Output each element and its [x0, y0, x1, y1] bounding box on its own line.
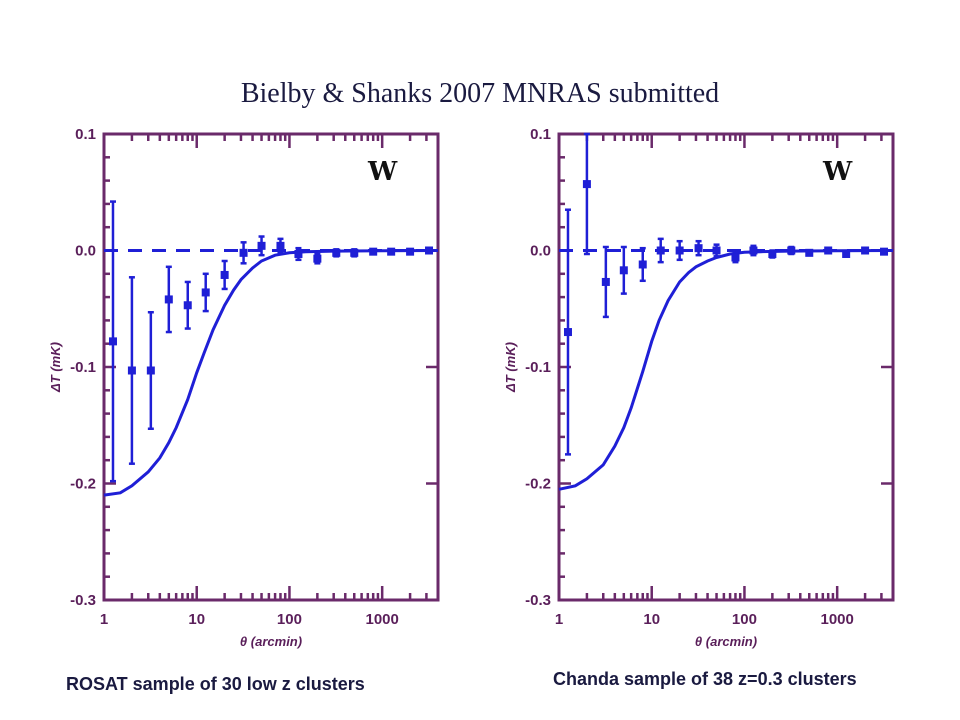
chandra-data-point: [563, 328, 572, 337]
chandra-data-point: [861, 246, 870, 255]
chandra-data-point: [880, 247, 889, 256]
chandra-plot-frame: [557, 132, 895, 602]
rosat-xtick-label: 100: [277, 611, 302, 628]
rosat-data-point: [127, 366, 136, 375]
chandra-ytick-label: 0.0: [530, 243, 551, 260]
chandra-xtick-label: 100: [732, 611, 757, 628]
chandra-xtick-label: 1000: [820, 611, 853, 628]
rosat-data-point: [425, 246, 434, 255]
rosat-data-point: [332, 248, 341, 257]
chandra-data-point: [824, 246, 833, 255]
chandra-data-point: [619, 266, 628, 275]
chandra-data-point: [694, 244, 703, 253]
chandra-ytick-label: -0.3: [525, 592, 551, 609]
chandra-panel-symbol: W: [822, 157, 853, 187]
chandra-data-point: [601, 277, 610, 286]
rosat-data-point: [350, 248, 359, 257]
rosat-panel-symbol: W: [367, 157, 398, 187]
chandra-data-point: [749, 246, 758, 255]
slide-title: Bielby & Shanks 2007 MNRAS submitted: [240, 78, 720, 109]
rosat-ytick-label: -0.3: [70, 592, 96, 609]
rosat-data-point: [239, 248, 248, 257]
rosat-ytick-label: 0.1: [75, 126, 96, 143]
rosat-data-point: [220, 270, 229, 279]
rosat-data-point: [201, 288, 210, 297]
rosat-xtick-label: 1000: [365, 611, 398, 628]
rosat-data-point: [313, 254, 322, 263]
rosat-data-point: [276, 241, 285, 250]
chandra-data-point: [712, 246, 721, 255]
rosat-xtick-label: 10: [188, 611, 205, 628]
chandra-data-point: [787, 246, 796, 255]
chandra-xlabel: θ (arcmin): [695, 634, 757, 649]
chandra-xtick-label: 10: [643, 611, 660, 628]
rosat-xlabel: θ (arcmin): [240, 634, 302, 649]
chandra-data-point: [842, 249, 851, 258]
caption-rosat: ROSAT sample of 30 low z clusters: [66, 674, 365, 694]
rosat-xtick-label: 1: [100, 611, 108, 628]
chandra-data-point: [805, 248, 814, 257]
rosat-data-point: [108, 337, 117, 346]
chandra-model-curve: [558, 249, 894, 491]
rosat-ytick-label: 0.0: [75, 243, 96, 260]
chandra-data-point: [582, 180, 591, 189]
chandra-data-point: [675, 246, 684, 255]
rosat-data-point: [369, 247, 378, 256]
chandra-data-point: [638, 260, 647, 269]
chandra-ytick-label: -0.1: [525, 359, 551, 376]
chandra-ytick-label: 0.1: [530, 126, 551, 143]
chandra-ylabel: ΔT (mK): [503, 342, 518, 393]
chandra-data-point: [768, 249, 777, 258]
rosat-data-point: [406, 247, 415, 256]
rosat-data-point: [164, 295, 173, 304]
rosat-ytick-label: -0.2: [70, 476, 96, 493]
rosat-data-point: [183, 301, 192, 310]
chandra-xtick-label: 1: [555, 611, 563, 628]
caption-chandra: Chanda sample of 38 z=0.3 clusters: [553, 669, 857, 689]
rosat-data-point: [146, 366, 155, 375]
rosat-data-point: [294, 249, 303, 258]
chandra-data-point: [731, 253, 740, 262]
rosat-data-point: [257, 241, 266, 250]
chandra-ytick-label: -0.2: [525, 476, 551, 493]
rosat-ylabel: ΔT (mK): [48, 342, 63, 393]
rosat-data-point: [387, 247, 396, 256]
chandra-data-point: [656, 246, 665, 255]
rosat-ytick-label: -0.1: [70, 359, 96, 376]
